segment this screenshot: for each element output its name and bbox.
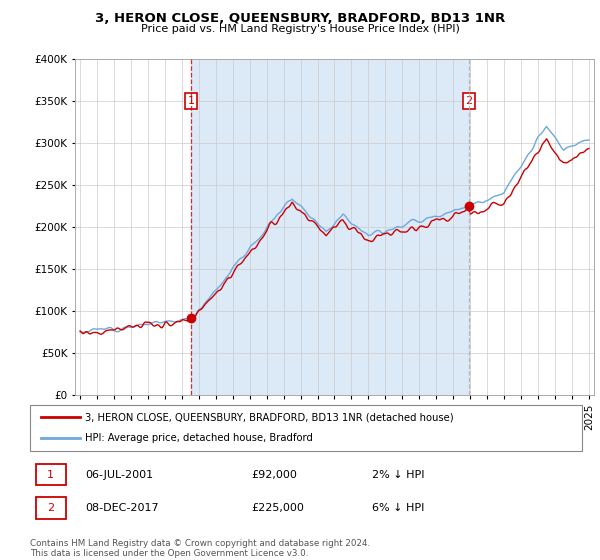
FancyBboxPatch shape <box>35 497 66 519</box>
Text: Contains HM Land Registry data © Crown copyright and database right 2024.
This d: Contains HM Land Registry data © Crown c… <box>30 539 370 558</box>
FancyBboxPatch shape <box>30 405 582 451</box>
Text: 08-DEC-2017: 08-DEC-2017 <box>85 503 159 513</box>
Text: HPI: Average price, detached house, Bradford: HPI: Average price, detached house, Brad… <box>85 433 313 444</box>
Text: 2% ↓ HPI: 2% ↓ HPI <box>372 469 425 479</box>
Text: 1: 1 <box>188 96 194 106</box>
Bar <box>191 59 469 395</box>
Text: 3, HERON CLOSE, QUEENSBURY, BRADFORD, BD13 1NR: 3, HERON CLOSE, QUEENSBURY, BRADFORD, BD… <box>95 12 505 25</box>
Text: 2: 2 <box>466 96 473 106</box>
Text: Price paid vs. HM Land Registry's House Price Index (HPI): Price paid vs. HM Land Registry's House … <box>140 24 460 34</box>
Text: £225,000: £225,000 <box>251 503 304 513</box>
Text: £92,000: £92,000 <box>251 469 296 479</box>
Text: 3, HERON CLOSE, QUEENSBURY, BRADFORD, BD13 1NR (detached house): 3, HERON CLOSE, QUEENSBURY, BRADFORD, BD… <box>85 412 454 422</box>
Text: 1: 1 <box>47 469 54 479</box>
Text: 6% ↓ HPI: 6% ↓ HPI <box>372 503 425 513</box>
Text: 06-JUL-2001: 06-JUL-2001 <box>85 469 154 479</box>
Text: 2: 2 <box>47 503 54 513</box>
FancyBboxPatch shape <box>35 464 66 486</box>
